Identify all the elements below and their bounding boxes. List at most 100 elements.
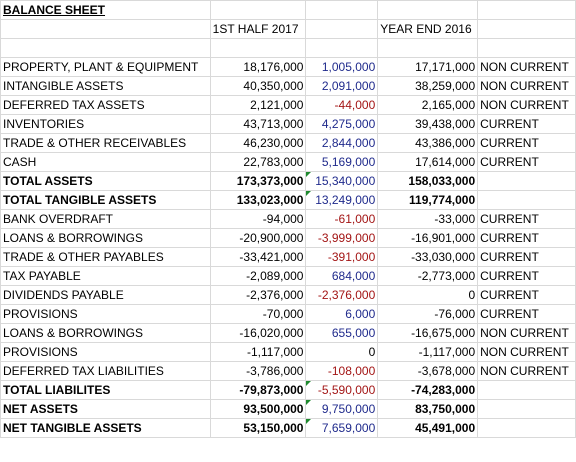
header-current[interactable]: 1ST HALF 2017 <box>209 19 307 39</box>
row-label[interactable]: NET TANGIBLE ASSETS <box>0 418 211 438</box>
classification[interactable]: CURRENT <box>477 209 576 229</box>
value-current[interactable]: 133,023,000 <box>209 190 307 210</box>
empty-cell[interactable] <box>477 19 576 39</box>
classification[interactable] <box>477 190 576 210</box>
empty-cell[interactable] <box>305 0 379 20</box>
value-current[interactable]: 40,350,000 <box>209 76 307 96</box>
value-change[interactable]: 0 <box>305 342 379 362</box>
value-previous[interactable]: -33,030,000 <box>377 247 479 267</box>
row-label[interactable]: DEFERRED TAX ASSETS <box>0 95 211 115</box>
classification[interactable] <box>477 399 576 419</box>
value-current[interactable]: -1,117,000 <box>209 342 307 362</box>
value-previous[interactable]: 0 <box>377 285 479 305</box>
row-label[interactable]: TOTAL TANGIBLE ASSETS <box>0 190 211 210</box>
value-previous[interactable]: 158,033,000 <box>377 171 479 191</box>
row-label[interactable]: INTANGIBLE ASSETS <box>0 76 211 96</box>
value-change[interactable]: -108,000 <box>305 361 379 381</box>
value-previous[interactable]: -1,117,000 <box>377 342 479 362</box>
classification[interactable]: CURRENT <box>477 152 576 172</box>
value-current[interactable]: 22,783,000 <box>209 152 307 172</box>
value-change[interactable]: 1,005,000 <box>305 57 379 77</box>
row-label[interactable]: DIVIDENDS PAYABLE <box>0 285 211 305</box>
classification[interactable]: CURRENT <box>477 247 576 267</box>
value-change[interactable]: 9,750,000 <box>305 399 379 419</box>
header-previous[interactable]: YEAR END 2016 <box>377 19 479 39</box>
value-previous[interactable]: -76,000 <box>377 304 479 324</box>
value-change[interactable]: -3,999,000 <box>305 228 379 248</box>
row-label[interactable]: TOTAL LIABILITES <box>0 380 211 400</box>
value-current[interactable]: -3,786,000 <box>209 361 307 381</box>
value-change[interactable]: -44,000 <box>305 95 379 115</box>
value-change[interactable]: 2,844,000 <box>305 133 379 153</box>
value-change[interactable]: -2,376,000 <box>305 285 379 305</box>
row-label[interactable]: TOTAL ASSETS <box>0 171 211 191</box>
classification[interactable]: CURRENT <box>477 285 576 305</box>
value-previous[interactable]: 39,438,000 <box>377 114 479 134</box>
classification[interactable] <box>477 418 576 438</box>
value-change[interactable]: 4,275,000 <box>305 114 379 134</box>
value-change[interactable]: 15,340,000 <box>305 171 379 191</box>
row-label[interactable]: LOANS & BORROWINGS <box>0 323 211 343</box>
classification[interactable]: CURRENT <box>477 266 576 286</box>
classification[interactable]: CURRENT <box>477 133 576 153</box>
value-current[interactable]: 93,500,000 <box>209 399 307 419</box>
value-previous[interactable]: 119,774,000 <box>377 190 479 210</box>
value-current[interactable]: 173,373,000 <box>209 171 307 191</box>
value-current[interactable]: 53,150,000 <box>209 418 307 438</box>
value-previous[interactable]: -33,000 <box>377 209 479 229</box>
value-change[interactable]: -5,590,000 <box>305 380 379 400</box>
value-previous[interactable]: -74,283,000 <box>377 380 479 400</box>
value-previous[interactable]: -2,773,000 <box>377 266 479 286</box>
value-current[interactable]: -70,000 <box>209 304 307 324</box>
value-change[interactable]: -61,000 <box>305 209 379 229</box>
empty-cell[interactable] <box>477 38 576 58</box>
empty-cell[interactable] <box>377 38 479 58</box>
row-label[interactable]: CASH <box>0 152 211 172</box>
value-current[interactable]: -2,376,000 <box>209 285 307 305</box>
value-change[interactable]: 7,659,000 <box>305 418 379 438</box>
value-change[interactable]: 684,000 <box>305 266 379 286</box>
value-change[interactable]: 13,249,000 <box>305 190 379 210</box>
empty-cell[interactable] <box>209 38 307 58</box>
value-change[interactable]: 6,000 <box>305 304 379 324</box>
value-previous[interactable]: 2,165,000 <box>377 95 479 115</box>
value-current[interactable]: -20,900,000 <box>209 228 307 248</box>
value-previous[interactable]: 83,750,000 <box>377 399 479 419</box>
classification[interactable]: NON CURRENT <box>477 95 576 115</box>
row-label[interactable]: PROVISIONS <box>0 342 211 362</box>
row-label[interactable]: LOANS & BORROWINGS <box>0 228 211 248</box>
value-current[interactable]: -33,421,000 <box>209 247 307 267</box>
classification[interactable]: CURRENT <box>477 304 576 324</box>
value-previous[interactable]: -16,901,000 <box>377 228 479 248</box>
classification[interactable]: NON CURRENT <box>477 342 576 362</box>
value-previous[interactable]: 43,386,000 <box>377 133 479 153</box>
empty-cell[interactable] <box>377 0 479 20</box>
empty-cell[interactable] <box>0 38 211 58</box>
value-current[interactable]: -79,873,000 <box>209 380 307 400</box>
row-label[interactable]: NET ASSETS <box>0 399 211 419</box>
classification[interactable]: NON CURRENT <box>477 361 576 381</box>
sheet-title[interactable]: BALANCE SHEET <box>0 0 211 20</box>
value-change[interactable]: 2,091,000 <box>305 76 379 96</box>
value-current[interactable]: 18,176,000 <box>209 57 307 77</box>
value-previous[interactable]: 45,491,000 <box>377 418 479 438</box>
empty-cell[interactable] <box>305 38 379 58</box>
value-current[interactable]: 43,713,000 <box>209 114 307 134</box>
value-current[interactable]: -94,000 <box>209 209 307 229</box>
empty-cell[interactable] <box>477 0 576 20</box>
empty-cell[interactable] <box>0 19 211 39</box>
empty-cell[interactable] <box>209 0 307 20</box>
value-previous[interactable]: -16,675,000 <box>377 323 479 343</box>
row-label[interactable]: PROVISIONS <box>0 304 211 324</box>
value-current[interactable]: -2,089,000 <box>209 266 307 286</box>
value-previous[interactable]: -3,678,000 <box>377 361 479 381</box>
row-label[interactable]: PROPERTY, PLANT & EQUIPMENT <box>0 57 211 77</box>
classification[interactable] <box>477 380 576 400</box>
row-label[interactable]: DEFERRED TAX LIABILITIES <box>0 361 211 381</box>
empty-cell[interactable] <box>305 19 379 39</box>
row-label[interactable]: TRADE & OTHER RECEIVABLES <box>0 133 211 153</box>
value-current[interactable]: -16,020,000 <box>209 323 307 343</box>
classification[interactable]: CURRENT <box>477 114 576 134</box>
value-current[interactable]: 46,230,000 <box>209 133 307 153</box>
classification[interactable] <box>477 171 576 191</box>
